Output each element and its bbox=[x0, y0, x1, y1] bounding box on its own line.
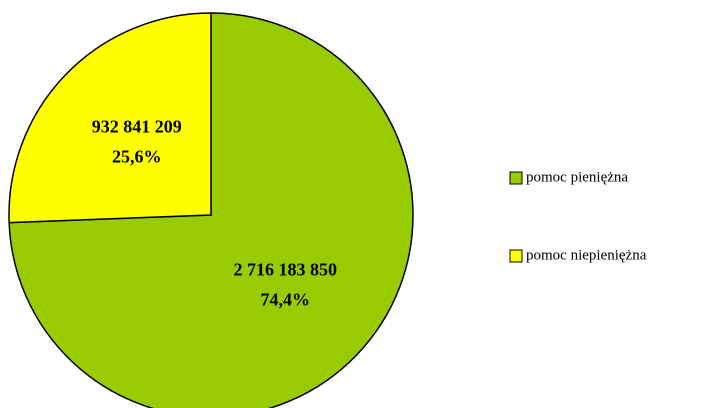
percent-label: 25,6% bbox=[112, 147, 162, 167]
legend-label: pomoc pieniężna bbox=[526, 169, 628, 185]
percent-label: 74,4% bbox=[260, 290, 310, 310]
legend-swatch bbox=[509, 249, 523, 263]
legend-label: pomoc niepieniężna bbox=[526, 247, 647, 263]
amount-label: 2 716 183 850 bbox=[233, 260, 337, 280]
amount-label: 932 841 209 bbox=[92, 117, 182, 137]
pie-slice bbox=[8, 12, 212, 224]
legend-swatch bbox=[509, 171, 523, 185]
